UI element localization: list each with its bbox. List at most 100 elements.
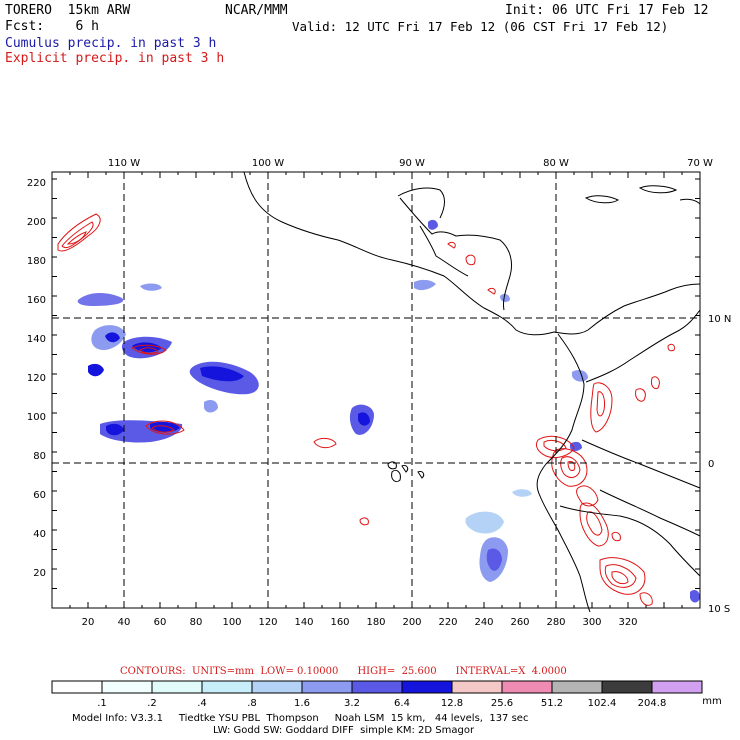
caribbean-island — [584, 195, 619, 204]
legend-swatch — [601, 680, 653, 694]
yucatan-coast — [397, 187, 445, 219]
central-america-north-coast — [399, 197, 513, 311]
x-tick-label: 140 — [294, 617, 313, 628]
legend-swatch — [51, 680, 103, 694]
y-tick-label: 60 — [33, 490, 46, 501]
cumulus-area — [200, 366, 244, 382]
galapagos-island — [417, 471, 425, 479]
cumulus-area — [570, 441, 582, 451]
explicit-legend-label: Explicit precip. in past 3 h — [5, 51, 225, 66]
central-america-coast — [243, 171, 589, 336]
x-tick-label: 320 — [618, 617, 637, 628]
cumulus-area — [428, 219, 438, 230]
legend-label: 12.8 — [441, 698, 463, 709]
explicit-contour — [465, 254, 476, 266]
legend-label: 204.8 — [638, 698, 667, 709]
x-tick-label: 180 — [366, 617, 385, 628]
x-tick-label: 60 — [154, 617, 167, 628]
legend-label: .4 — [197, 698, 207, 709]
cumulus-area — [77, 293, 124, 306]
y-tick-label: 20 — [33, 568, 46, 579]
explicit-contour — [359, 517, 369, 526]
legend-label: .8 — [247, 698, 257, 709]
explicit-contour — [599, 557, 646, 595]
explicit-contour — [667, 343, 675, 352]
y-tick-label: 120 — [27, 373, 46, 384]
explicit-contour — [61, 221, 94, 249]
x-tick-label: 100 — [222, 617, 241, 628]
legend-swatch — [101, 680, 153, 694]
cumulus-area — [414, 279, 436, 291]
explicit-contour — [576, 485, 599, 507]
color-legend-bar — [51, 680, 703, 694]
lon-label-110w: 110 W — [108, 158, 140, 169]
cumulus-area — [500, 293, 510, 303]
explicit-contour — [560, 456, 581, 478]
cumulus-area — [572, 370, 588, 382]
explicit-contour — [596, 391, 605, 417]
legend-swatch — [201, 680, 253, 694]
x-tick-label: 280 — [546, 617, 565, 628]
y-tick-labels: 20 40 60 80 100 120 140 160 180 200 220 — [27, 178, 46, 579]
south-america-coast — [536, 333, 591, 613]
y-tick-label: 200 — [27, 217, 46, 228]
caribbean-island — [679, 198, 701, 205]
legend-swatch — [451, 680, 503, 694]
legend-label: 102.4 — [588, 698, 617, 709]
cumulus-area — [486, 548, 502, 571]
legend-label: 6.4 — [394, 698, 410, 709]
caribbean-coast — [587, 283, 701, 331]
coastlines — [243, 171, 701, 613]
explicit-contour — [579, 502, 609, 547]
x-tick-label: 200 — [402, 617, 421, 628]
legend-swatch — [501, 680, 553, 694]
y-tick-label: 180 — [27, 256, 46, 267]
explicit-contour — [611, 571, 629, 585]
cumulus-area — [204, 400, 218, 413]
init-time: Init: 06 UTC Fri 17 Feb 12 — [505, 3, 709, 18]
country-border — [419, 225, 469, 277]
explicit-contour — [131, 344, 167, 355]
y-tick-label: 100 — [27, 412, 46, 423]
model-info-line2: LW: Godd SW: Goddard DIFF simple KM: 2D … — [213, 725, 475, 736]
legend-unit: mm — [702, 696, 721, 707]
explicit-contour — [145, 420, 185, 435]
lon-label-80w: 80 W — [543, 158, 569, 169]
y-tick-label: 80 — [33, 451, 46, 462]
explicit-contour — [586, 511, 603, 536]
explicit-contour — [611, 531, 621, 542]
contour-info: CONTOURS: UNITS=mm LOW= 0.10000 HIGH= 25… — [120, 666, 567, 677]
cumulus-area — [690, 590, 700, 603]
x-tick-label: 120 — [258, 617, 277, 628]
x-tick-label: 220 — [438, 617, 457, 628]
south-america-inland-border — [585, 309, 701, 383]
lat-label-10s: 10 S — [708, 604, 730, 615]
x-tick-labels: 20 40 60 80 100 120 140 160 180 200 220 … — [82, 617, 638, 628]
x-tick-label: 260 — [510, 617, 529, 628]
legend-label: 25.6 — [491, 698, 513, 709]
x-tick-label: 160 — [330, 617, 349, 628]
explicit-contour — [551, 448, 588, 487]
explicit-contour — [590, 382, 613, 433]
caribbean-island — [638, 185, 678, 194]
y-tick-label: 40 — [33, 529, 46, 540]
legend-label: .1 — [97, 698, 107, 709]
explicit-contour — [313, 437, 337, 449]
map-frame — [51, 171, 701, 609]
lon-label-90w: 90 W — [399, 158, 425, 169]
lon-label-100w: 100 W — [252, 158, 284, 169]
x-tick-label: 40 — [118, 617, 131, 628]
cumulus-area — [88, 363, 104, 377]
galapagos-island — [387, 461, 397, 470]
explicit-contour — [639, 592, 653, 606]
explicit-contour — [487, 287, 496, 295]
x-tick-label: 240 — [474, 617, 493, 628]
south-america-border — [599, 489, 701, 537]
legend-swatch — [651, 680, 703, 694]
legend-swatch — [151, 680, 203, 694]
cumulus-area — [106, 423, 124, 436]
explicit-contour — [139, 347, 159, 354]
legend-swatch — [351, 680, 403, 694]
south-america-border — [559, 505, 701, 577]
